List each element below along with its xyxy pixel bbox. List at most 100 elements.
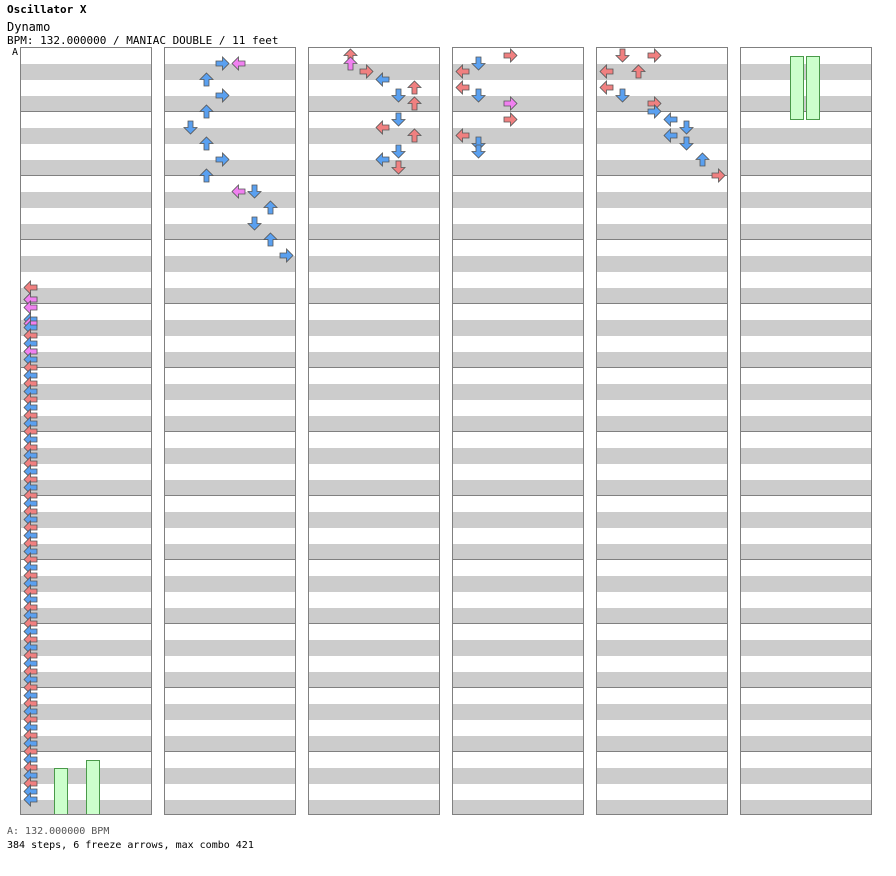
right-arrow-icon xyxy=(647,104,662,119)
measure-line xyxy=(741,239,871,240)
up-arrow-icon xyxy=(199,136,214,151)
measure-line xyxy=(165,367,295,368)
measure-line xyxy=(21,559,151,560)
right-arrow-icon xyxy=(711,168,726,183)
freeze-arrow xyxy=(54,768,68,814)
up-arrow-icon xyxy=(263,232,278,247)
chart-column xyxy=(20,47,152,815)
bpm-marker: A xyxy=(12,47,19,58)
measure-line xyxy=(597,495,727,496)
measure-line xyxy=(309,559,439,560)
down-arrow-icon xyxy=(391,88,406,103)
measure-line xyxy=(741,175,871,176)
measure-line xyxy=(597,367,727,368)
measure-line xyxy=(741,303,871,304)
measure-line xyxy=(597,687,727,688)
measure-line xyxy=(21,431,151,432)
chart-column xyxy=(308,47,440,815)
measure-line xyxy=(309,111,439,112)
down-arrow-icon xyxy=(471,56,486,71)
right-arrow-icon xyxy=(503,112,518,127)
measure-line xyxy=(309,175,439,176)
measure-line xyxy=(741,751,871,752)
down-arrow-icon xyxy=(391,112,406,127)
measure-line xyxy=(165,175,295,176)
measure-line xyxy=(309,623,439,624)
left-arrow-icon xyxy=(663,112,678,127)
chart-column xyxy=(596,47,728,815)
measure-line xyxy=(165,559,295,560)
left-arrow-icon xyxy=(455,128,470,143)
up-arrow-icon xyxy=(407,80,422,95)
measure-line xyxy=(309,303,439,304)
right-arrow-icon xyxy=(215,88,230,103)
measure-line xyxy=(453,559,583,560)
up-arrow-icon xyxy=(199,168,214,183)
left-arrow-icon xyxy=(231,184,246,199)
measure-line xyxy=(597,239,727,240)
step-statistics: 384 steps, 6 freeze arrows, max combo 42… xyxy=(7,840,254,851)
left-arrow-icon xyxy=(375,72,390,87)
left-arrow-icon xyxy=(455,64,470,79)
measure-line xyxy=(741,559,871,560)
measure-line xyxy=(21,623,151,624)
measure-line xyxy=(597,175,727,176)
freeze-arrow xyxy=(86,760,100,814)
measure-line xyxy=(453,303,583,304)
measure-line xyxy=(453,495,583,496)
down-arrow-icon xyxy=(615,88,630,103)
chart-title: Oscillator X xyxy=(7,3,87,16)
measure-line xyxy=(165,495,295,496)
measure-line xyxy=(453,431,583,432)
measure-line xyxy=(453,367,583,368)
measure-line xyxy=(453,111,583,112)
measure-line xyxy=(165,239,295,240)
right-arrow-icon xyxy=(503,96,518,111)
measure-line xyxy=(309,239,439,240)
freeze-arrow xyxy=(790,56,804,120)
measure-line xyxy=(21,111,151,112)
down-arrow-icon xyxy=(247,184,262,199)
measure-line xyxy=(597,303,727,304)
chart-meta: BPM: 132.000000 / MANIAC DOUBLE / 11 fee… xyxy=(7,34,279,47)
left-arrow-icon xyxy=(599,64,614,79)
down-arrow-icon xyxy=(391,160,406,175)
up-arrow-icon xyxy=(343,56,358,71)
measure-line xyxy=(597,559,727,560)
measure-line xyxy=(165,303,295,304)
measure-line xyxy=(597,623,727,624)
measure-line xyxy=(741,495,871,496)
chart-column xyxy=(740,47,872,815)
song-name: Dynamo xyxy=(7,20,51,34)
left-arrow-icon xyxy=(599,80,614,95)
up-arrow-icon xyxy=(263,200,278,215)
measure-line xyxy=(21,495,151,496)
up-arrow-icon xyxy=(407,96,422,111)
up-arrow-icon xyxy=(695,152,710,167)
measure-line xyxy=(21,239,151,240)
measure-line xyxy=(309,687,439,688)
measure-line xyxy=(21,367,151,368)
down-arrow-icon xyxy=(615,48,630,63)
down-arrow-icon xyxy=(679,136,694,151)
measure-line xyxy=(741,623,871,624)
up-arrow-icon xyxy=(199,72,214,87)
measure-line xyxy=(165,751,295,752)
down-arrow-icon xyxy=(471,88,486,103)
down-arrow-icon xyxy=(247,216,262,231)
measure-line xyxy=(741,687,871,688)
right-arrow-icon xyxy=(215,152,230,167)
left-arrow-icon xyxy=(375,152,390,167)
measure-line xyxy=(741,367,871,368)
down-arrow-icon xyxy=(391,144,406,159)
left-arrow-icon xyxy=(23,792,38,807)
measure-line xyxy=(453,751,583,752)
measure-line xyxy=(21,751,151,752)
measure-line xyxy=(165,111,295,112)
chart-column xyxy=(452,47,584,815)
measure-line xyxy=(453,239,583,240)
measure-line xyxy=(597,431,727,432)
down-arrow-icon xyxy=(471,136,486,151)
left-arrow-icon xyxy=(231,56,246,71)
down-arrow-icon xyxy=(183,120,198,135)
